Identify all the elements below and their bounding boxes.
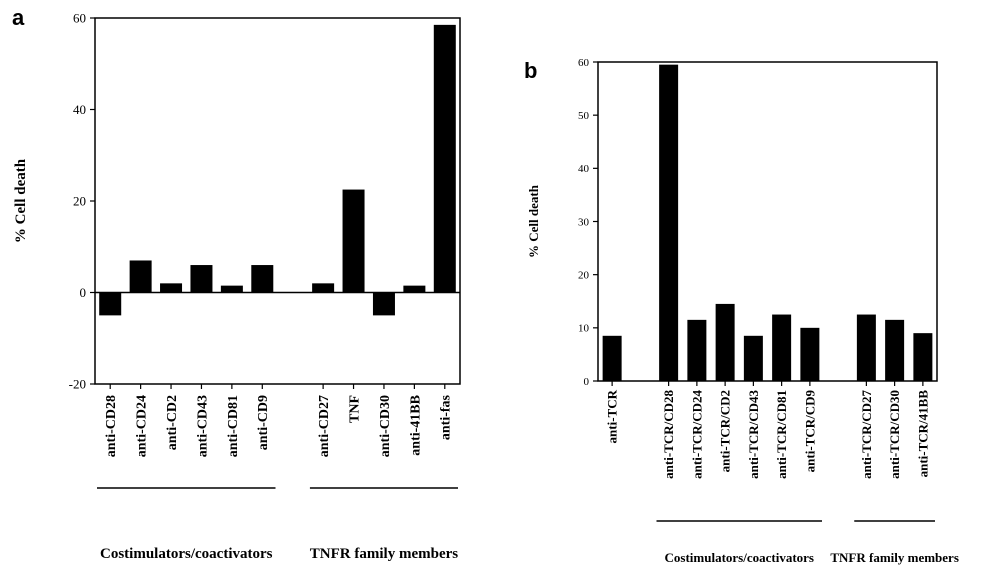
panel-a-bar xyxy=(99,292,122,316)
panel-a-category-label: anti-CD81 xyxy=(226,395,241,457)
panel-b-y-tick-label: 60 xyxy=(578,57,590,69)
panel-b-bar xyxy=(659,64,679,382)
panel-a-bar xyxy=(251,265,274,293)
panel-a-bar xyxy=(220,285,243,293)
panel-b-chart: 0 10 20 30 40 50 60 % Cell death anti-TCR anti-TC… xyxy=(526,57,959,565)
panel-b-group-label: Costimulators/coactivators xyxy=(665,550,814,565)
panel-a-bar xyxy=(190,265,213,293)
panel-b-y-tick-label: 0 xyxy=(584,376,590,388)
panel-b-bar xyxy=(602,335,622,381)
panel-a-bar xyxy=(129,260,152,293)
panel-b-category-label: anti-TCR/CD43 xyxy=(746,390,761,479)
panel-b-bar xyxy=(913,333,933,381)
panel-a-category-label: TNF xyxy=(347,395,362,423)
panel-a-category-label: anti-fas xyxy=(439,394,454,440)
panel-a-y-tick-label: -20 xyxy=(69,377,86,392)
panel-b-category-label: anti-TCR/41BB xyxy=(915,390,930,478)
panel-b-group-label: TNFR family members xyxy=(830,550,959,565)
panel-a-category-label: anti-CD28 xyxy=(104,395,119,457)
panel-b-bar xyxy=(715,303,735,381)
panel-a-category-label: anti-CD30 xyxy=(378,395,393,457)
panel-a-category-label: anti-CD2 xyxy=(165,395,180,450)
panel-b-bar xyxy=(687,319,707,381)
panel-a-y-tick-label: 60 xyxy=(73,11,86,26)
panel-a-category-label: anti-CD27 xyxy=(317,395,332,457)
panel-a-bar xyxy=(342,189,365,293)
panel-b-letter: b xyxy=(524,58,537,83)
panel-b-y-tick-label: 40 xyxy=(578,163,590,175)
panel-a-group-label: TNFR family members xyxy=(310,546,458,562)
panel-a-bar xyxy=(160,283,183,293)
panel-b-category-label: anti-TCR/CD81 xyxy=(774,390,789,479)
panel-b-category-label: anti-TCR/CD9 xyxy=(802,390,817,473)
panel-b-y-tick-label: 20 xyxy=(578,270,590,282)
panel-a-category-label: anti-CD9 xyxy=(256,395,271,450)
panel-a-bar xyxy=(433,24,456,293)
panel-a-bar xyxy=(403,285,426,293)
panel-a-group-label: Costimulators/coactivators xyxy=(100,546,273,562)
panel-b-bar xyxy=(800,327,820,381)
panel-b-category-label: anti-TCR xyxy=(605,389,620,443)
panel-b-y-tick-label: 10 xyxy=(578,323,590,335)
panel-a-bar xyxy=(312,283,335,293)
panel-b-bar xyxy=(856,314,876,381)
panel-a-chart: -20 0 20 40 60 % Cell death anti-CD28 anti-CD24… xyxy=(13,11,461,562)
panel-b-bar xyxy=(743,335,763,381)
panel-b-bar xyxy=(772,314,792,381)
panel-b-category-label: anti-TCR/CD27 xyxy=(859,390,874,479)
panel-a-y-axis-title: % Cell death xyxy=(13,158,29,243)
panel-b-category-label: anti-TCR/CD30 xyxy=(887,390,902,479)
panel-a-bar xyxy=(372,292,395,316)
panel-b-category-label: anti-TCR/CD2 xyxy=(718,390,733,472)
panel-a-letter: a xyxy=(12,5,25,30)
panel-b-y-axis-title: % Cell death xyxy=(526,184,541,258)
panel-b-y-tick-label: 30 xyxy=(578,216,590,228)
panel-a-plot-frame xyxy=(94,17,461,385)
panel-b-category-label: anti-TCR/CD28 xyxy=(661,390,676,479)
panel-b-category-label: anti-TCR/CD24 xyxy=(689,390,704,479)
panel-a-category-label: anti-41BB xyxy=(408,395,423,456)
panel-a-y-tick-label: 0 xyxy=(80,285,87,300)
panel-a-category-label: anti-CD24 xyxy=(135,395,150,457)
panel-b-bar xyxy=(885,319,905,381)
panel-a-category-label: anti-CD43 xyxy=(195,395,210,457)
panel-b-y-tick-label: 50 xyxy=(578,110,590,122)
panel-a-y-tick-label: 20 xyxy=(73,194,86,209)
panel-a-y-tick-label: 40 xyxy=(73,102,86,117)
